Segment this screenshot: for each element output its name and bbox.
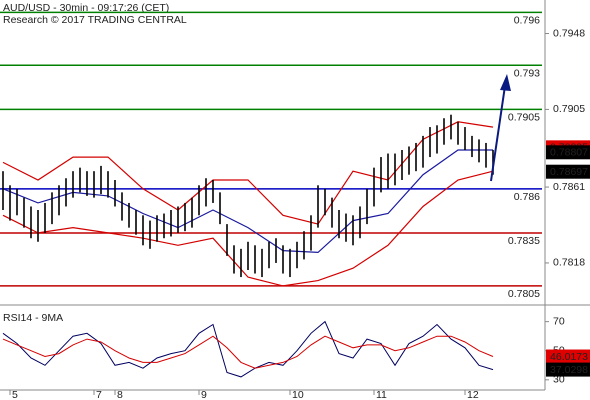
price-tag	[546, 145, 590, 160]
x-tick-label: 7	[96, 389, 102, 400]
level-label: 0.7835	[508, 235, 540, 247]
price-tag	[546, 349, 590, 364]
price-tag-label: 0.78807	[550, 147, 588, 159]
chart-subtitle: Research © 2017 TRADING CENTRAL	[3, 14, 187, 26]
y-tick-label: 0.7818	[553, 257, 585, 269]
level-label-box	[506, 287, 542, 300]
overlay-line	[2, 149, 493, 254]
x-tick-label: 11	[376, 389, 387, 400]
price-tag-label: 0.78697	[550, 166, 588, 178]
series-line	[2, 320, 494, 378]
level-label: 0.796	[514, 15, 540, 27]
price-tag-label: 37.0298	[550, 364, 588, 376]
level-label: 0.7905	[508, 112, 540, 124]
y-tick-label: 0.7861	[553, 181, 585, 193]
level-label-box	[506, 67, 542, 80]
level-label-box	[506, 190, 542, 203]
overlay-line	[2, 170, 494, 287]
x-tick-label: 10	[292, 389, 304, 400]
x-tick-label: 5	[12, 389, 18, 400]
level-label: 0.786	[514, 191, 540, 203]
price-tag	[546, 164, 590, 179]
x-tick-label: 9	[201, 389, 207, 400]
forecast-arrow	[490, 74, 511, 182]
x-tick-label: 8	[117, 389, 123, 400]
rsi-title: RSI14 - 9MA	[3, 312, 63, 324]
chart-title: AUD/USD - 30min - 09:17:26 (CET)	[3, 2, 169, 14]
x-tick-label: 12	[467, 389, 479, 400]
level-label-box	[506, 234, 542, 247]
y-tick-label: 30	[553, 374, 565, 386]
level-label: 0.7805	[508, 288, 540, 300]
price-tag-label: 46.0173	[550, 351, 588, 363]
series-line	[2, 335, 494, 369]
y-tick-label: 0.7905	[553, 103, 585, 115]
level-label-box	[506, 14, 542, 27]
y-tick-label: 70	[553, 315, 565, 327]
overlay-line	[2, 121, 494, 225]
level-label-box	[506, 111, 542, 124]
y-tick-label: 0.7948	[553, 27, 585, 39]
level-label: 0.793	[514, 68, 540, 80]
price-tag	[546, 362, 590, 377]
